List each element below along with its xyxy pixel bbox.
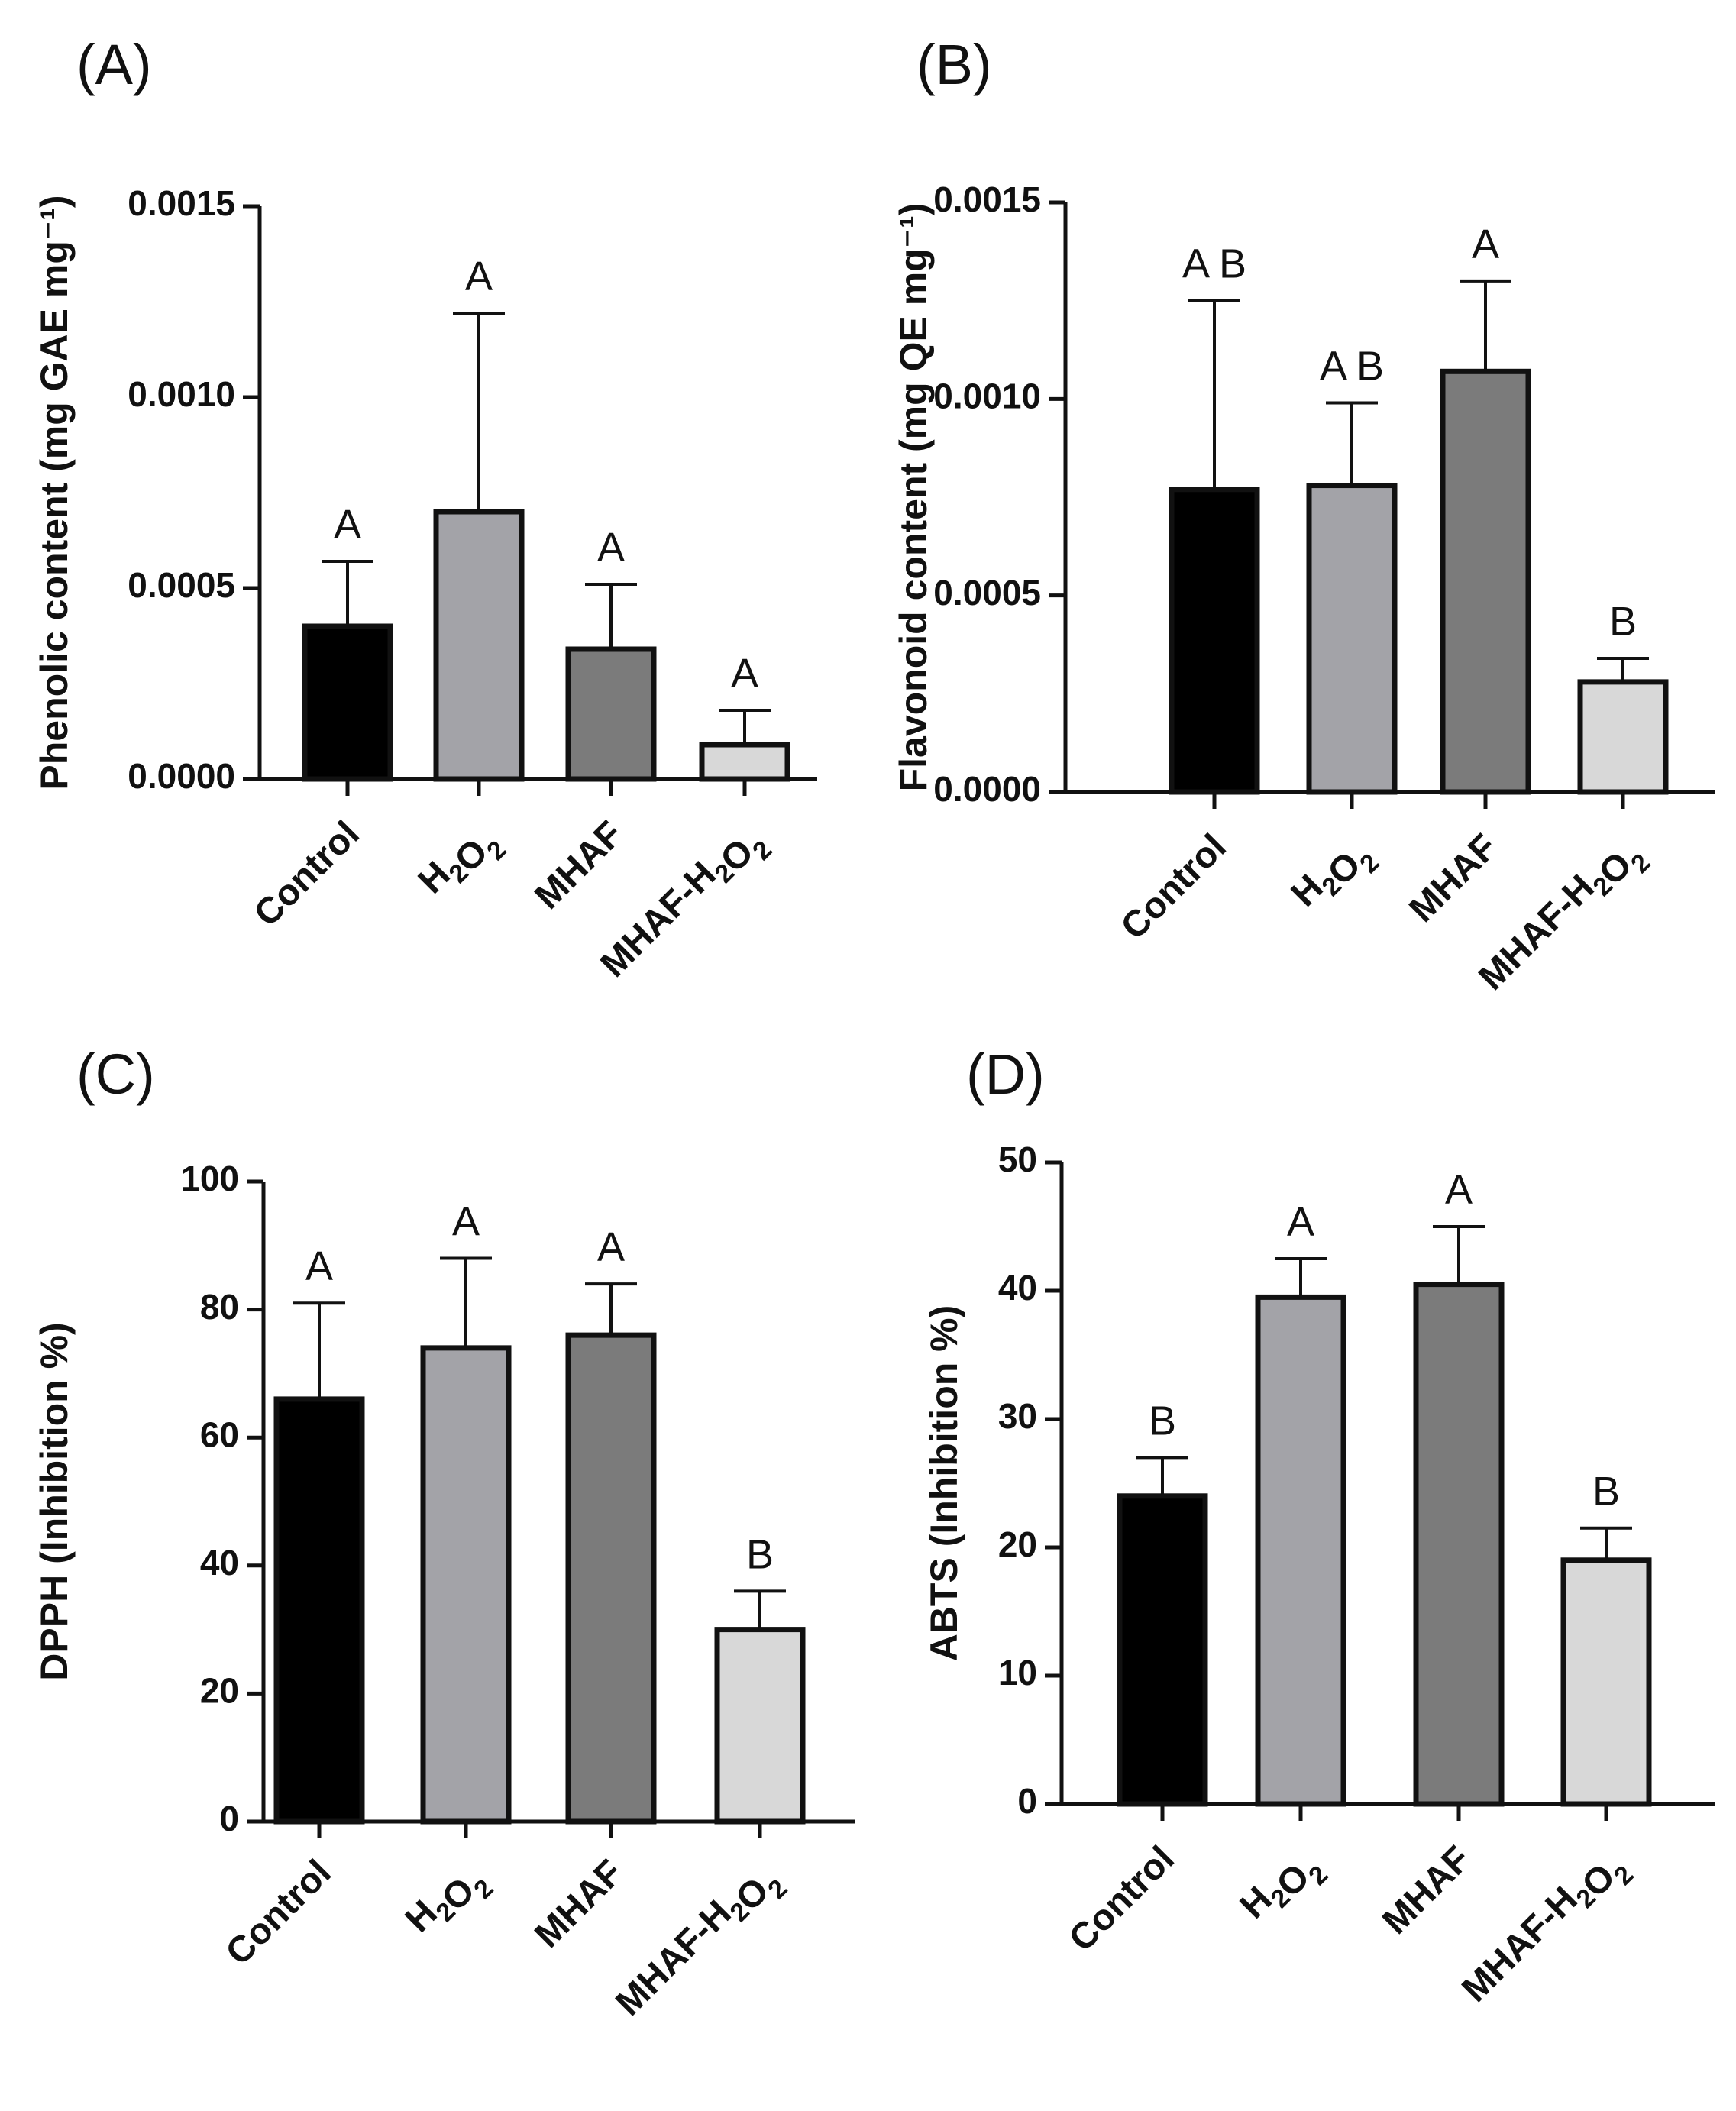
- significance-letter: A: [1472, 221, 1499, 267]
- chart-panel-b: (B) Flavonoid content (mg QE mg⁻¹)0.0000 0…: [892, 33, 1715, 998]
- category-label-text: Control: [1114, 826, 1234, 947]
- significance-letter: A: [731, 651, 758, 697]
- y-tick-label: 20: [998, 1524, 1037, 1564]
- category-label-text: MHAF: [1401, 826, 1505, 930]
- y-tick-label: 0.0015: [933, 179, 1041, 219]
- category-label-text: MHAF: [1375, 1838, 1479, 1942]
- category-label: MHAF: [527, 813, 631, 917]
- category-label: Control: [218, 1852, 339, 1973]
- significance-letter: A: [1445, 1167, 1473, 1213]
- category-label: MHAF: [527, 1852, 631, 1956]
- y-axis-label: Flavonoid content (mg QE mg⁻¹): [892, 203, 935, 792]
- significance-letter: B: [746, 1531, 774, 1577]
- significance-letter: B: [1609, 599, 1637, 645]
- category-label: Control: [247, 813, 367, 934]
- category-label-text: MHAF: [527, 813, 631, 917]
- significance-letter: A: [452, 1199, 480, 1245]
- category-label: H2O2: [1284, 826, 1385, 928]
- y-tick-label: 30: [998, 1396, 1037, 1436]
- y-tick-label: 0: [1017, 1781, 1037, 1821]
- y-axis-label: ABTS (Inhibition %): [923, 1305, 965, 1662]
- category-label: MHAF-H2O2: [608, 1852, 793, 2037]
- bar: [1117, 1493, 1208, 1807]
- y-tick-label: 40: [998, 1268, 1037, 1308]
- category-label: MHAF: [1375, 1838, 1479, 1942]
- bar: [1560, 1557, 1652, 1807]
- y-axis-label: DPPH (Inhibition %): [33, 1322, 76, 1680]
- category-label: H2O2: [411, 813, 512, 915]
- category-label: MHAF: [1401, 826, 1505, 930]
- y-tick-label: 80: [200, 1287, 239, 1327]
- bar: [1255, 1294, 1346, 1807]
- y-tick-label: 0: [219, 1799, 239, 1838]
- category-label-text: MHAF-: [608, 1912, 720, 2024]
- chart-panel-d: (D) ABTS (Inhibition %) 0 10 20 30 40 50 B Contro…: [923, 1043, 1715, 2023]
- bar: [273, 1396, 365, 1825]
- category-label-text: Control: [218, 1852, 339, 1973]
- y-tick-label: 0.0000: [128, 756, 235, 796]
- bar: [1577, 679, 1669, 795]
- y-tick-label: 10: [998, 1653, 1037, 1692]
- chart-panel-c: (C) DPPH (Inhibition %) 0 20 40 60 80 100 A Contr…: [33, 1043, 855, 2037]
- bar: [1169, 487, 1260, 795]
- category-label-text: MHAF: [527, 1852, 631, 1956]
- significance-letter: A: [305, 1243, 333, 1289]
- bar: [1306, 483, 1398, 795]
- category-label: MHAF-H2O2: [1454, 1838, 1639, 2023]
- significance-letter: A: [597, 1224, 625, 1270]
- significance-letter: A: [334, 502, 361, 548]
- significance-letter: A: [597, 525, 625, 571]
- y-tick-label: 60: [200, 1414, 239, 1454]
- significance-letter: A: [1287, 1199, 1314, 1245]
- significance-letter: A: [465, 254, 493, 299]
- category-label: H2O2: [398, 1852, 499, 1954]
- y-tick-label: 0.0000: [933, 769, 1041, 809]
- y-tick-label: 0.0010: [933, 376, 1041, 415]
- category-label: H2O2: [1233, 1838, 1334, 1940]
- significance-letter: A B: [1320, 343, 1384, 389]
- bar: [433, 509, 525, 782]
- category-label-text: MHAF-: [593, 873, 705, 985]
- y-tick-label: 40: [200, 1543, 239, 1582]
- significance-letter: B: [1149, 1398, 1176, 1443]
- y-tick-label: 100: [180, 1159, 239, 1198]
- panel-label: (B): [916, 33, 992, 96]
- category-label-text: Control: [1062, 1838, 1182, 1959]
- category-label-text: MHAF-: [1471, 886, 1583, 998]
- y-tick-label: 0.0005: [933, 573, 1041, 613]
- category-label: Control: [1062, 1838, 1182, 1959]
- category-label: Control: [1114, 826, 1234, 947]
- y-axis-label: Phenolic content (mg GAE mg⁻¹): [33, 195, 76, 790]
- panel-label: (C): [76, 1043, 155, 1106]
- chart-panel-a: (A) Phenolic content (mg GAE mg⁻¹) 0.0000 0…: [33, 33, 817, 985]
- bar: [714, 1627, 806, 1825]
- panel-label: (D): [966, 1043, 1045, 1106]
- bar: [1413, 1282, 1505, 1807]
- panel-label: (A): [76, 33, 152, 96]
- bar: [565, 1332, 657, 1825]
- y-tick-label: 0.0010: [128, 374, 235, 414]
- bar: [565, 646, 657, 782]
- category-label-text: MHAF-: [1454, 1898, 1566, 2010]
- y-tick-label: 20: [200, 1671, 239, 1711]
- category-label-text: Control: [247, 813, 367, 934]
- bar: [1440, 368, 1531, 795]
- significance-letter: A B: [1182, 241, 1246, 287]
- significance-letter: B: [1592, 1469, 1620, 1515]
- bar: [302, 623, 393, 782]
- bar: [699, 742, 790, 782]
- y-tick-label: 50: [998, 1140, 1037, 1179]
- y-tick-label: 0.0015: [128, 183, 235, 223]
- y-tick-label: 0.0005: [128, 565, 235, 605]
- bar: [420, 1345, 512, 1825]
